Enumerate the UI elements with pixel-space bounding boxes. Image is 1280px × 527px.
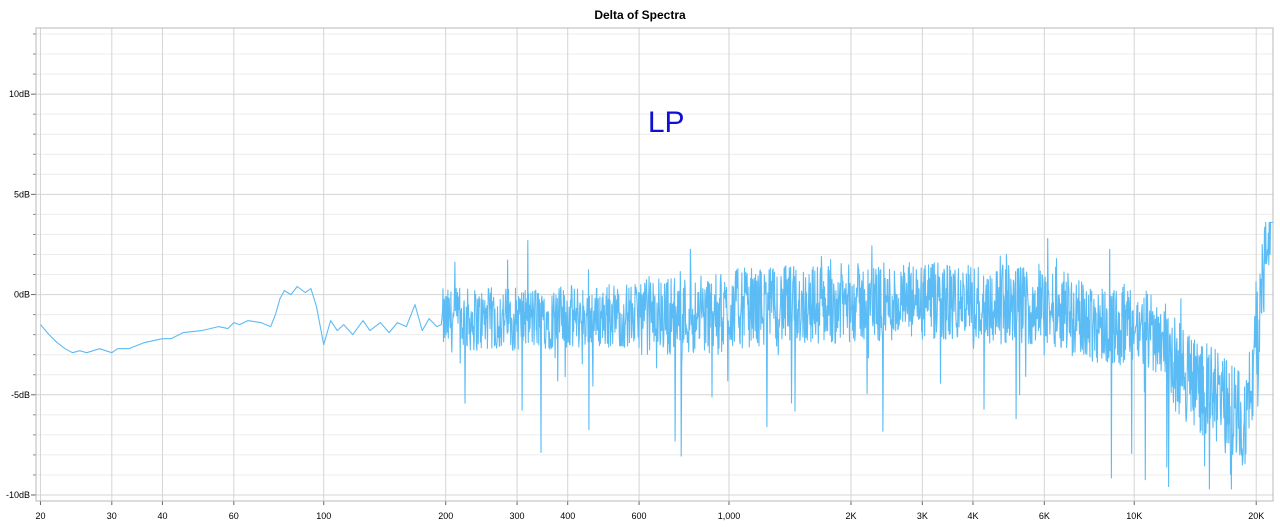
x-tick-label: 100	[316, 511, 331, 521]
x-tick-label: 20	[35, 511, 45, 521]
plot-frame	[35, 27, 1274, 502]
y-tick-label: 5dB	[14, 189, 30, 199]
x-tick-label: 60	[229, 511, 239, 521]
annotation-label: LP	[648, 106, 685, 139]
y-tick-label: -5dB	[11, 390, 30, 400]
x-tick-label: 3K	[917, 511, 928, 521]
tick-labels: 10dB 5dB 0dB -5dB -10dB 20 30 40 60 100 200 300 400 6…	[6, 89, 1264, 521]
y-tick-label: 0dB	[14, 290, 30, 300]
chart-title: Delta of Spectra	[594, 8, 686, 22]
x-tick-label: 300	[510, 511, 525, 521]
y-tick-label: -10dB	[6, 490, 30, 500]
series-line	[40, 221, 1273, 490]
x-tick-label: 30	[107, 511, 117, 521]
x-tick-label: 200	[438, 511, 453, 521]
x-tick-label: 400	[560, 511, 575, 521]
x-tick-label: 10K	[1126, 511, 1142, 521]
x-tick-label: 1,000	[718, 511, 741, 521]
x-tick-label: 4K	[967, 511, 978, 521]
grid	[31, 28, 1273, 505]
x-tick-label: 600	[632, 511, 647, 521]
x-tick-label: 40	[157, 511, 167, 521]
x-tick-label: 6K	[1039, 511, 1050, 521]
y-tick-label: 10dB	[9, 89, 30, 99]
x-tick-label: 2K	[845, 511, 856, 521]
x-tick-label: 20K	[1248, 511, 1264, 521]
series-layer	[40, 221, 1273, 490]
